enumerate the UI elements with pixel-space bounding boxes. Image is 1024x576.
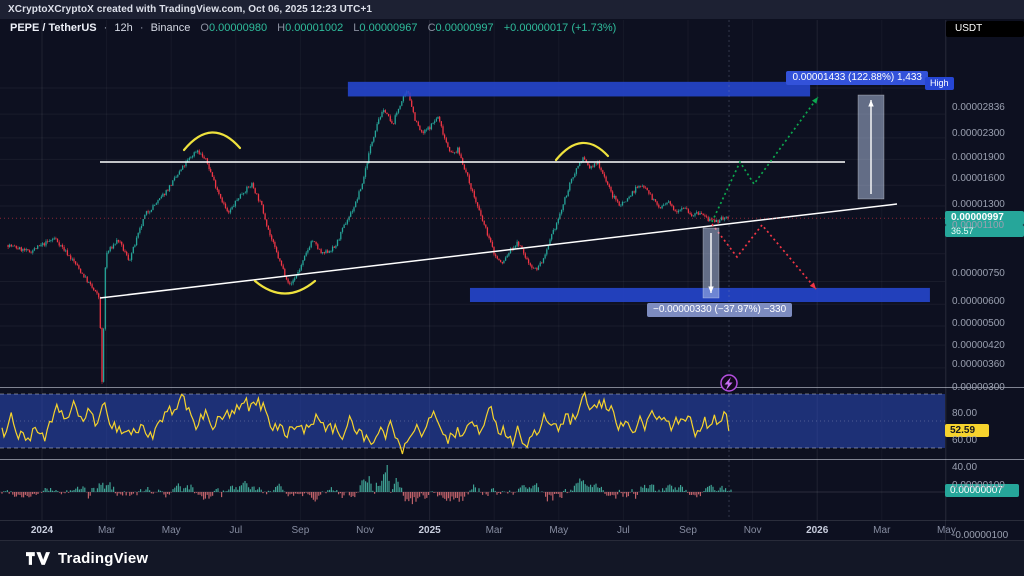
change-label: +0.00000017 (+1.73%) <box>503 22 617 34</box>
high-marker-label[interactable]: High <box>925 77 954 90</box>
rsi-band <box>0 394 945 448</box>
price-scale-label: 0.00001100 <box>952 220 1005 231</box>
time-axis[interactable]: 2024 Mar May Jul Sep Nov 2025 Mar May Jul Sep Nov 20… <box>0 520 956 540</box>
chart-chrome <box>0 20 1024 540</box>
rsi-level-label: 40.00 <box>952 462 978 473</box>
rsi-pane[interactable] <box>0 391 945 455</box>
yellow-arc-bottom-2024[interactable] <box>253 279 317 295</box>
price-range-up-label[interactable]: 0.00001433 (122.88%) 1,433 <box>786 71 928 85</box>
ascending-trendline[interactable] <box>99 203 898 299</box>
ohlc-high-value: 0.00001002 <box>285 22 344 34</box>
price-scale-label: 0.00001300 <box>952 199 1005 211</box>
tradingview-logo-icon[interactable] <box>26 551 50 566</box>
ohlc-open-key: O <box>200 22 209 34</box>
time-axis-label: 2026 <box>806 525 829 536</box>
histogram-pane[interactable] <box>0 465 945 505</box>
attribution-text: XCryptoXCryptoX created with TradingView… <box>8 4 373 15</box>
price-scale-label: 0.00002300 <box>952 128 1005 140</box>
candles-down-bodies <box>7 91 729 382</box>
price-scale-label: 0.00000750 <box>952 267 1005 279</box>
rsi-value-badge: 52.59 <box>945 424 989 437</box>
ohlc-open-value: 0.00000980 <box>208 22 268 34</box>
drawings-overlay[interactable] <box>99 81 930 303</box>
price-scale[interactable]: 0.00000997 36.57 52.59 0.00000007 0.0000… <box>945 20 1024 541</box>
interval-label[interactable]: 12h <box>114 22 133 34</box>
hist-level-label: 0.00000100 <box>952 480 1005 491</box>
time-axis-label: Mar <box>873 525 891 536</box>
time-axis-label: Jul <box>616 525 630 536</box>
time-axis-label: Jul <box>229 525 243 536</box>
footer-toolbar: TradingView <box>0 540 1024 576</box>
time-axis-label: 2025 <box>418 525 441 536</box>
demand-zone-low[interactable] <box>469 287 930 303</box>
price-scale-label: 0.00000420 <box>952 339 1005 351</box>
price-scale-label: 0.00000600 <box>952 295 1005 307</box>
attribution-bar: XCryptoXCryptoX created with TradingView… <box>0 0 1024 19</box>
yellow-arc-top-2025[interactable] <box>554 141 610 162</box>
hist-negative-bars <box>1 492 703 505</box>
histogram-value-badge: 0.00000007 <box>945 484 1019 497</box>
ohlc-close-value: 0.00000997 <box>435 22 494 34</box>
time-axis-label: May <box>161 525 181 536</box>
current-price-badge: 0.00000997 <box>945 211 1024 226</box>
price-scale-label: 0.00002836 <box>952 102 1005 113</box>
time-axis-label: Sep <box>291 525 310 536</box>
bullish-projection-path[interactable] <box>711 96 819 223</box>
ohlc-low-value: 0.00000967 <box>359 22 418 34</box>
time-axis-label: May <box>936 525 956 536</box>
time-axis-label: Nov <box>743 525 762 536</box>
rsi-level-label: 60.00 <box>952 435 978 446</box>
time-axis-label: 2024 <box>30 525 54 536</box>
ohlc-high-key: H <box>277 22 286 34</box>
candles-up-bodies <box>9 91 727 382</box>
exchange-label: Binance <box>150 22 191 34</box>
currency-toggle[interactable]: USDT <box>946 21 1024 37</box>
price-scale-label: 0.00000500 <box>952 318 1005 330</box>
bar-countdown-badge: 36.57 <box>945 225 1024 238</box>
ohlc-close-key: C <box>427 22 436 34</box>
candles-down-wicks <box>7 91 729 384</box>
tradingview-logo-text[interactable]: TradingView <box>58 550 149 567</box>
lightning-icon <box>724 377 733 391</box>
rsi-level-label: 80.00 <box>952 408 978 419</box>
price-scale-label: 0.00000300 <box>952 381 1005 393</box>
price-scale-label: 0.00001600 <box>952 173 1005 185</box>
symbol-title[interactable]: PEPE / TetherUS <box>10 22 97 34</box>
time-axis-label: Mar <box>97 525 116 536</box>
symbol-legend: PEPE / TetherUS · 12h · Binance O0.00000… <box>10 22 617 34</box>
candlestick-pane[interactable] <box>7 90 729 384</box>
hist-positive-bars <box>3 465 732 492</box>
time-axis-label: May <box>549 525 569 536</box>
time-axis-label: Mar <box>485 525 503 536</box>
rsi-line <box>1 391 730 455</box>
price-scale-label: 0.00001900 <box>952 151 1005 163</box>
yellow-arc-top-2024[interactable] <box>182 131 242 152</box>
price-range-down-label[interactable]: −0.00000330 (−37.97%) −330 <box>647 303 793 317</box>
hist-level-label: -0.00000100 <box>952 530 1009 541</box>
time-axis-label: Sep <box>679 525 697 536</box>
time-axis-label: Nov <box>356 525 374 536</box>
ohlc-low-key: L <box>353 22 360 34</box>
price-scale-label: 0.00000360 <box>952 359 1005 371</box>
supply-zone-high[interactable] <box>347 81 811 97</box>
lightning-event-marker[interactable] <box>720 374 738 392</box>
bearish-projection-path[interactable] <box>711 223 817 290</box>
